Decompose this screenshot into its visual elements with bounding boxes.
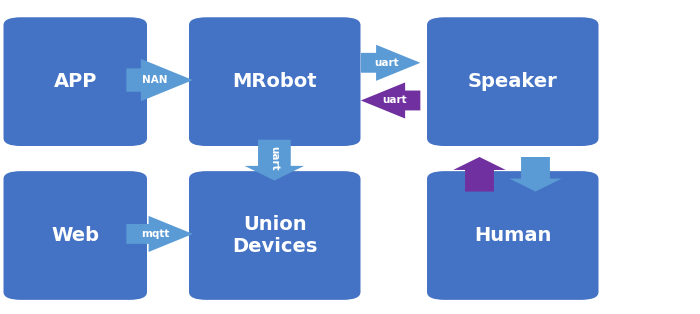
Polygon shape bbox=[245, 140, 304, 181]
Text: NAN: NAN bbox=[141, 75, 167, 85]
Text: Speaker: Speaker bbox=[468, 72, 558, 91]
Text: uart: uart bbox=[383, 95, 407, 106]
FancyBboxPatch shape bbox=[4, 171, 147, 300]
FancyBboxPatch shape bbox=[4, 17, 147, 146]
Polygon shape bbox=[510, 157, 561, 192]
FancyBboxPatch shape bbox=[427, 171, 598, 300]
Text: Web: Web bbox=[51, 226, 99, 245]
FancyBboxPatch shape bbox=[189, 171, 360, 300]
Polygon shape bbox=[361, 45, 420, 81]
Polygon shape bbox=[126, 59, 193, 101]
FancyBboxPatch shape bbox=[189, 17, 360, 146]
Text: APP: APP bbox=[54, 72, 97, 91]
Polygon shape bbox=[454, 157, 505, 192]
Polygon shape bbox=[361, 82, 420, 118]
Text: mqtt: mqtt bbox=[141, 229, 169, 239]
Polygon shape bbox=[126, 216, 193, 252]
FancyBboxPatch shape bbox=[427, 17, 598, 146]
Text: Human: Human bbox=[474, 226, 552, 245]
Text: uart: uart bbox=[374, 58, 398, 68]
Text: Union
Devices: Union Devices bbox=[232, 215, 317, 256]
Text: MRobot: MRobot bbox=[232, 72, 317, 91]
Text: uart: uart bbox=[270, 146, 279, 171]
